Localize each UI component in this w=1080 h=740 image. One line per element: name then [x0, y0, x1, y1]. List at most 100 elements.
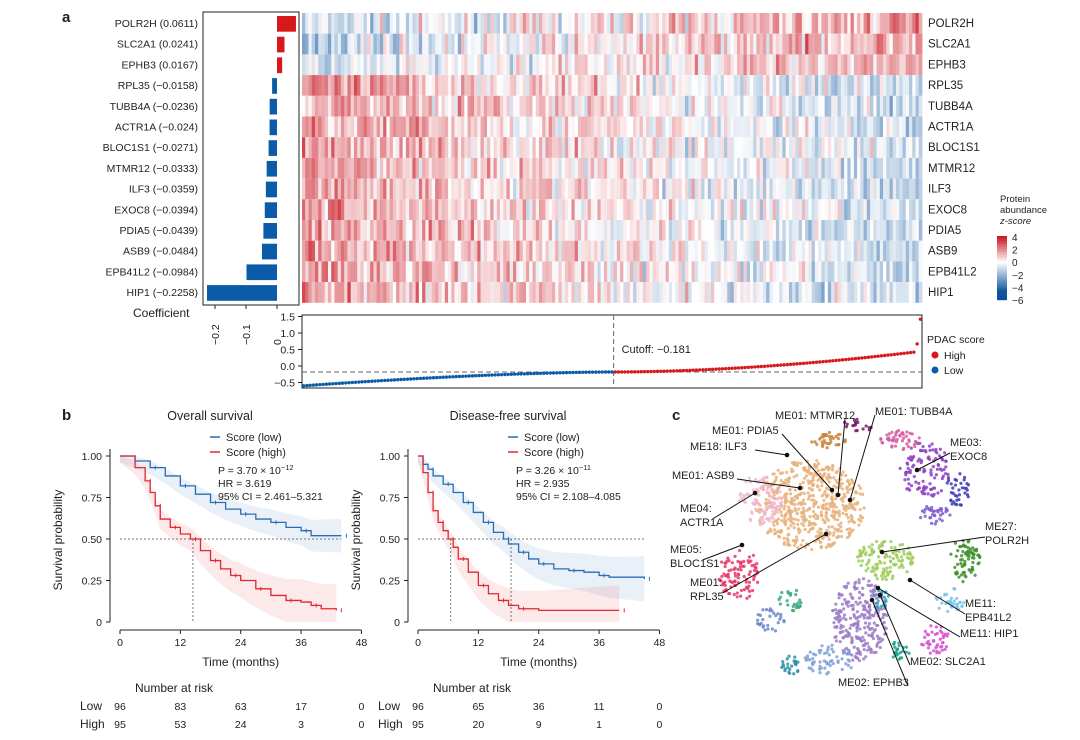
network-node: [782, 536, 786, 540]
heatmap-cell: [779, 178, 783, 200]
heatmap-cell: [883, 137, 887, 158]
network-label: ME18: ILF3: [690, 441, 747, 453]
network-node: [730, 561, 734, 565]
heatmap-cell: [782, 54, 787, 76]
heatmap-cell: [357, 199, 361, 220]
heatmap-cell: [366, 13, 371, 34]
heatmap-cell: [866, 54, 871, 76]
heatmap-cell: [730, 116, 735, 138]
heatmap-cell: [461, 157, 465, 179]
heatmap-cell: [850, 116, 855, 138]
network-node: [790, 664, 794, 668]
coefficient-label: SLC2A1 (0.0241): [117, 39, 198, 51]
heatmap-cell: [324, 261, 329, 283]
heatmap-cell: [327, 220, 332, 241]
heatmap-cell: [860, 178, 864, 200]
heatmap-cell: [568, 116, 572, 138]
network-node: [840, 473, 844, 477]
heatmap-cell: [892, 157, 897, 179]
os-risk-low-value: 63: [235, 701, 247, 713]
heatmap-cell: [642, 116, 647, 138]
network-node: [836, 518, 840, 522]
panel-label-c: c: [672, 407, 680, 424]
network-node: [921, 479, 925, 483]
heatmap-cell: [753, 75, 757, 96]
heatmap-cell: [811, 116, 816, 138]
network-leader-line: [879, 594, 911, 666]
heatmap-cell: [321, 54, 326, 76]
heatmap-cell: [909, 220, 913, 241]
score-point-low: [353, 380, 358, 384]
heatmap-cell: [500, 240, 504, 262]
heatmap-cell: [597, 282, 602, 303]
heatmap-cell: [792, 95, 796, 117]
heatmap-cell: [672, 261, 676, 283]
heatmap-cell: [834, 240, 839, 262]
heatmap-cell: [438, 54, 442, 76]
heatmap-cell: [353, 95, 358, 117]
heatmap-cell: [347, 116, 352, 138]
network-label: ME02: EPHB3: [838, 677, 909, 689]
heatmap-cell: [795, 282, 800, 303]
heatmap-cell: [519, 220, 524, 241]
score-point-high: [688, 368, 692, 373]
heatmap-cell: [457, 178, 462, 200]
heatmap-cell: [711, 116, 715, 138]
heatmap-cell: [334, 178, 339, 200]
heatmap-cell: [525, 261, 530, 283]
heatmap-cell: [337, 95, 342, 117]
colorbar-segment: [997, 242, 1007, 245]
heatmap-cell: [519, 13, 524, 34]
heatmap-cell: [610, 75, 615, 96]
heatmap-cell: [620, 75, 624, 96]
heatmap-cell: [831, 13, 835, 34]
dfs-p-value: P = 3.26 × 10−11: [516, 463, 591, 477]
heatmap-cell: [594, 33, 598, 55]
heatmap-cell: [353, 116, 358, 138]
heatmap-cell: [899, 240, 903, 262]
heatmap-cell: [370, 13, 374, 34]
network-node: [796, 522, 800, 527]
heatmap-cell: [555, 13, 559, 34]
colorbar-tick-label: −4: [1012, 283, 1024, 294]
heatmap-cell: [464, 33, 468, 55]
network-node: [756, 612, 760, 617]
network-node: [894, 433, 898, 437]
heatmap-cell: [678, 240, 683, 262]
heatmap-cell: [451, 54, 455, 76]
heatmap-cell: [886, 75, 890, 96]
heatmap-cell: [305, 240, 309, 262]
heatmap-cell: [652, 33, 657, 55]
heatmap-cell: [584, 157, 589, 179]
heatmap-cell: [457, 116, 462, 138]
network-node: [818, 437, 822, 441]
heatmap-cell: [340, 240, 345, 262]
heatmap-cell: [587, 33, 592, 55]
network-node: [726, 575, 730, 579]
heatmap-cell: [441, 116, 446, 138]
network-node: [895, 429, 899, 434]
network-node: [924, 450, 928, 454]
heatmap-cell: [772, 116, 777, 138]
heatmap-cell: [801, 33, 806, 55]
heatmap-cell: [461, 33, 465, 55]
heatmap-cell: [769, 54, 774, 76]
heatmap-cell: [733, 240, 738, 262]
heatmap-cell: [896, 240, 900, 262]
heatmap-cell: [678, 220, 683, 241]
heatmap-cell: [376, 199, 381, 220]
heatmap-cell: [821, 13, 826, 34]
network-node: [854, 421, 858, 425]
heatmap-cell: [633, 199, 637, 220]
score-point-high: [714, 367, 718, 371]
heatmap-cell: [594, 54, 598, 76]
heatmap-cell: [912, 116, 916, 138]
os-curve-high: [120, 455, 337, 611]
dfs-y-tick-label: 0.75: [380, 493, 401, 505]
score-point-low: [519, 372, 523, 376]
heatmap-cell: [441, 95, 446, 117]
heatmap-cell: [412, 75, 417, 96]
heatmap-cell: [350, 13, 355, 34]
heatmap-cell: [564, 240, 569, 262]
heatmap-cell: [675, 199, 679, 220]
